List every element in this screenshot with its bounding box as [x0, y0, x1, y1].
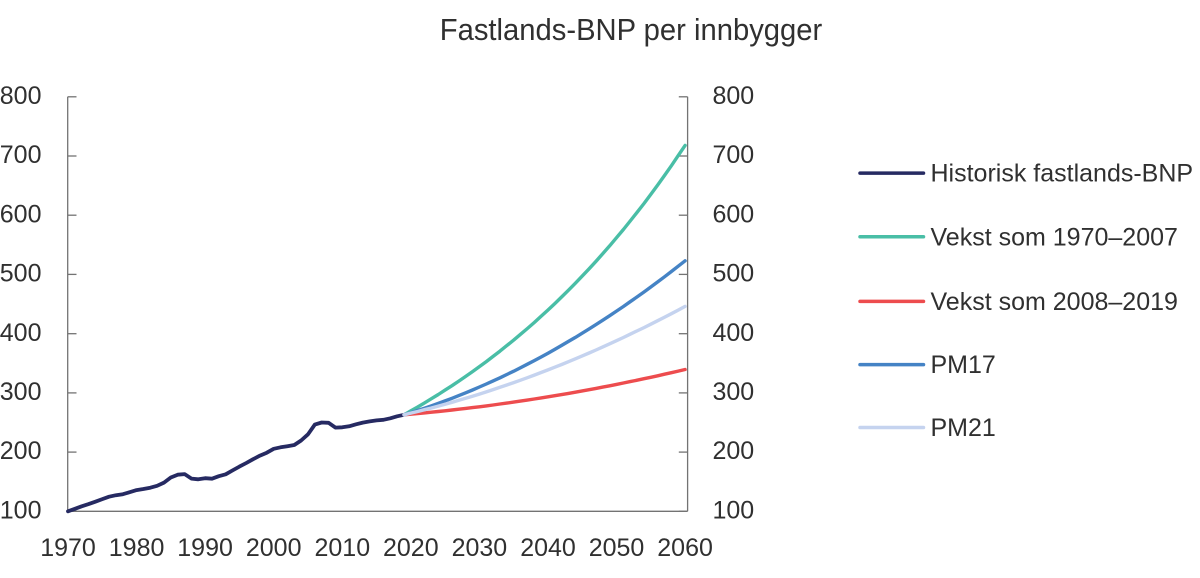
svg-text:Vekst som 1970–2007: Vekst som 1970–2007: [931, 223, 1178, 251]
svg-text:500: 500: [713, 260, 755, 288]
svg-text:PM21: PM21: [931, 414, 996, 442]
svg-text:800: 800: [0, 82, 42, 110]
svg-text:2010: 2010: [314, 534, 370, 562]
svg-text:1990: 1990: [177, 534, 233, 562]
svg-text:500: 500: [0, 260, 42, 288]
svg-text:1970: 1970: [40, 534, 96, 562]
svg-text:100: 100: [713, 496, 755, 524]
svg-text:700: 700: [0, 141, 42, 169]
svg-text:600: 600: [0, 200, 42, 228]
svg-text:600: 600: [713, 200, 755, 228]
svg-text:Fastlands-BNP per innbygger: Fastlands-BNP per innbygger: [440, 12, 823, 47]
svg-text:Historisk fastlands-BNP: Historisk fastlands-BNP: [931, 160, 1194, 188]
svg-text:Vekst som 2008–2019: Vekst som 2008–2019: [931, 288, 1178, 316]
svg-text:2000: 2000: [246, 534, 302, 562]
svg-text:2060: 2060: [657, 534, 713, 562]
svg-text:2030: 2030: [452, 534, 508, 562]
svg-text:1980: 1980: [109, 534, 165, 562]
svg-text:2020: 2020: [383, 534, 439, 562]
svg-text:800: 800: [713, 82, 755, 110]
svg-text:2050: 2050: [589, 534, 645, 562]
svg-text:200: 200: [713, 437, 755, 465]
svg-text:400: 400: [0, 319, 42, 347]
svg-text:100: 100: [0, 496, 42, 524]
svg-text:300: 300: [0, 378, 42, 406]
svg-text:2040: 2040: [520, 534, 576, 562]
svg-text:200: 200: [0, 437, 42, 465]
svg-text:PM17: PM17: [931, 351, 996, 379]
svg-text:400: 400: [713, 319, 755, 347]
svg-text:300: 300: [713, 378, 755, 406]
svg-text:700: 700: [713, 141, 755, 169]
